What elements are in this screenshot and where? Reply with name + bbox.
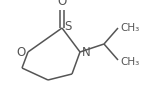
Text: S: S (64, 20, 71, 33)
Text: O: O (57, 0, 67, 8)
Text: O: O (17, 46, 26, 58)
Text: CH₃: CH₃ (120, 57, 139, 67)
Text: CH₃: CH₃ (120, 23, 139, 33)
Text: N: N (82, 46, 91, 58)
